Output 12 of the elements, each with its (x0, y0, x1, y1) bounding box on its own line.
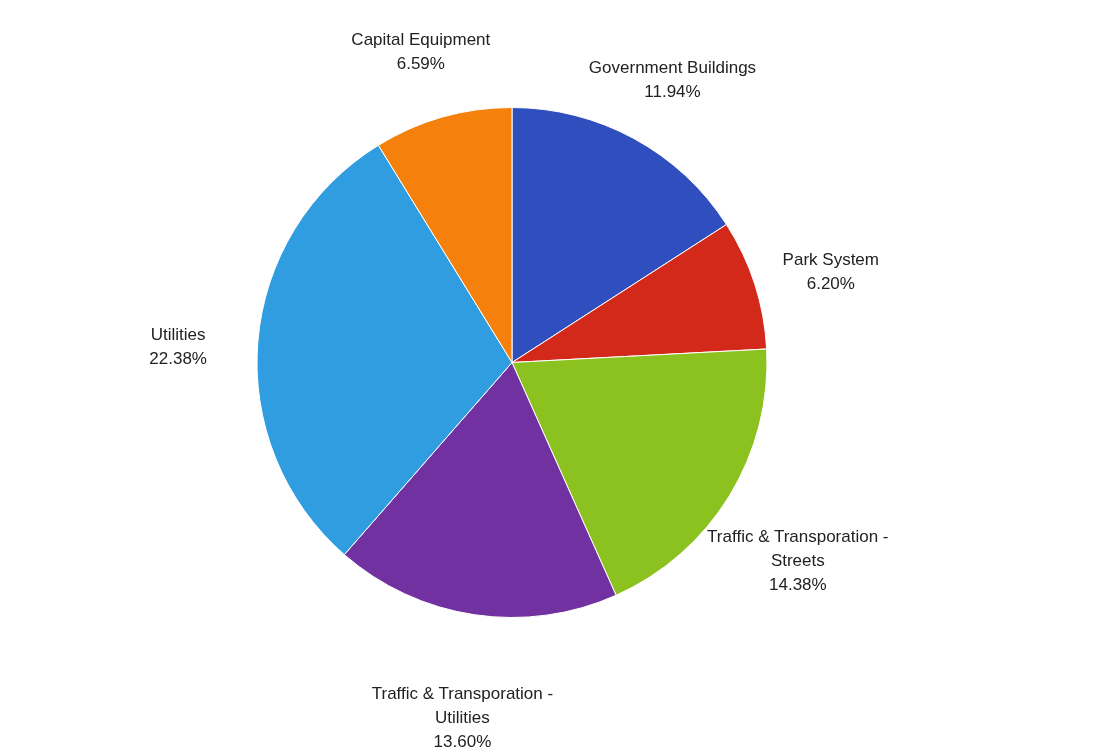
slice-label: Capital Equipment (351, 30, 491, 50)
data-label: 11.94% (644, 82, 701, 102)
data-label: 14.38% (768, 575, 827, 595)
slice-label: Traffic & Transporation - Utilities (371, 683, 554, 727)
data-label: 22.38% (149, 348, 207, 368)
slice-label: Traffic & Transporation - Streets (707, 527, 889, 571)
slice-label: Utilities (150, 324, 206, 344)
slice-label: Park System (782, 249, 879, 269)
data-label: 6.20% (806, 273, 855, 293)
data-label: 6.59% (396, 54, 445, 74)
data-label: 13.60% (433, 731, 492, 751)
slice-label: Government Buildings (588, 58, 757, 78)
